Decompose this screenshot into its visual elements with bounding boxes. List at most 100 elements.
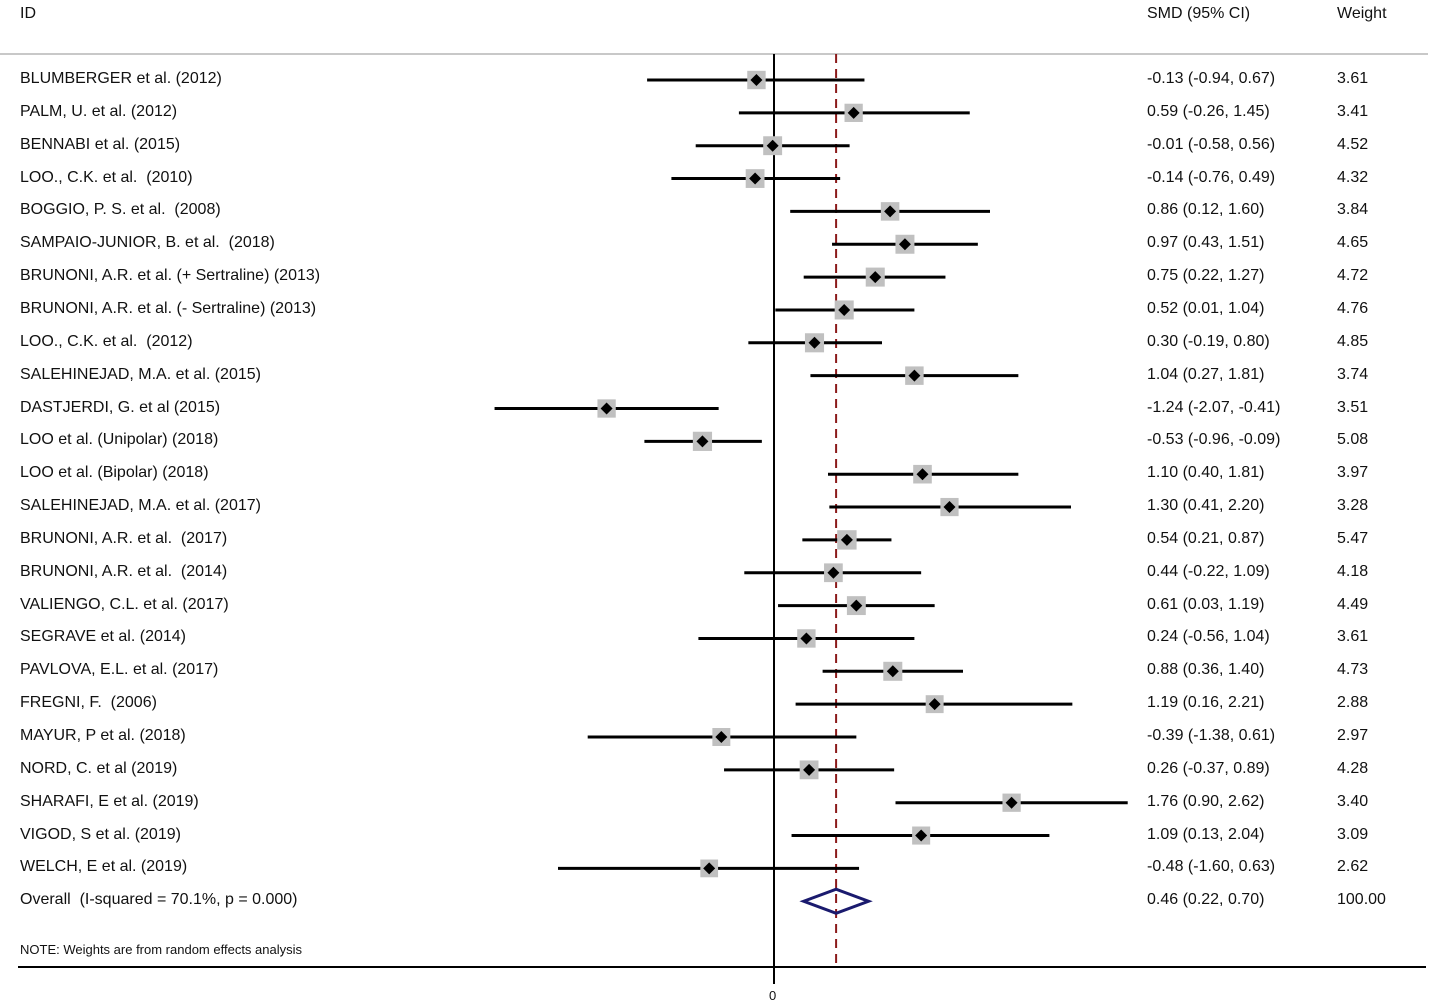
smd-column-header: SMD (95% CI) xyxy=(1147,5,1251,22)
study-label: PAVLOVA, E.L. et al. (2017) xyxy=(20,661,219,679)
study-weight: 2.88 xyxy=(1337,694,1369,712)
study-smd-ci: -0.53 (-0.96, -0.09) xyxy=(1147,431,1281,449)
study-weight: 3.61 xyxy=(1337,70,1369,87)
study-smd-ci: -0.39 (-1.38, 0.61) xyxy=(1147,727,1276,744)
study-smd-ci: 0.52 (0.01, 1.04) xyxy=(1147,299,1265,317)
point-estimate-marker xyxy=(928,698,941,711)
point-estimate-marker xyxy=(766,139,779,152)
study-weight: 3.84 xyxy=(1337,201,1369,219)
study-label: BRUNONI, A.R. et al. (+ Sertraline) (201… xyxy=(20,267,321,285)
study-weight: 2.62 xyxy=(1337,858,1369,876)
study-label: LOO et al. (Bipolar) (2018) xyxy=(20,464,209,482)
study-label: SEGRAVE et al. (2014) xyxy=(20,628,186,646)
point-estimate-marker xyxy=(869,271,882,284)
study-smd-ci: 0.54 (0.21, 0.87) xyxy=(1147,529,1265,547)
study-label: MAYUR, P et al. (2018) xyxy=(20,727,186,744)
study-smd-ci: 0.75 (0.22, 1.27) xyxy=(1147,267,1265,285)
study-smd-ci: 0.59 (-0.26, 1.45) xyxy=(1147,102,1270,120)
point-estimate-marker xyxy=(847,106,860,119)
point-estimate-marker xyxy=(1005,796,1018,809)
study-weight: 3.40 xyxy=(1337,792,1369,810)
study-weight: 4.32 xyxy=(1337,168,1369,186)
point-estimate-marker xyxy=(850,599,863,612)
study-label: BLUMBERGER et al. (2012) xyxy=(20,70,222,87)
study-smd-ci: 0.26 (-0.37, 0.89) xyxy=(1147,759,1270,777)
point-estimate-marker xyxy=(908,369,921,382)
study-label: SHARAFI, E et al. (2019) xyxy=(20,792,199,810)
overall-diamond xyxy=(799,887,873,915)
point-estimate-marker xyxy=(749,172,762,185)
study-smd-ci: 1.09 (0.13, 2.04) xyxy=(1147,825,1265,843)
study-label: BOGGIO, P. S. et al. (2008) xyxy=(20,201,221,219)
point-estimate-marker xyxy=(886,665,899,678)
study-weight: 4.49 xyxy=(1337,595,1369,613)
point-estimate-marker xyxy=(808,336,821,349)
study-label: DASTJERDI, G. et al (2015) xyxy=(20,398,221,416)
study-smd-ci: 0.97 (0.43, 1.51) xyxy=(1147,234,1265,252)
study-smd-ci: -0.01 (-0.58, 0.56) xyxy=(1147,135,1276,153)
study-label: WELCH, E et al. (2019) xyxy=(20,858,188,876)
study-smd-ci: 0.88 (0.36, 1.40) xyxy=(1147,661,1265,679)
study-weight: 3.41 xyxy=(1337,102,1369,120)
study-smd-ci: 1.19 (0.16, 2.21) xyxy=(1147,694,1265,712)
point-estimate-marker xyxy=(884,205,897,218)
study-smd-ci: 0.24 (-0.56, 1.04) xyxy=(1147,628,1270,646)
study-smd-ci: 0.44 (-0.22, 1.09) xyxy=(1147,562,1270,580)
point-estimate-marker xyxy=(696,435,709,448)
study-label: BRUNONI, A.R. et al. (- Sertraline) (201… xyxy=(20,299,317,317)
study-smd-ci: -0.13 (-0.94, 0.67) xyxy=(1147,70,1276,87)
study-weight: 4.18 xyxy=(1337,562,1369,580)
study-weight: 4.28 xyxy=(1337,759,1369,777)
point-estimate-marker xyxy=(750,74,763,86)
point-estimate-marker xyxy=(943,501,956,514)
point-estimate-marker xyxy=(800,632,813,645)
study-weight: 4.76 xyxy=(1337,299,1369,317)
point-estimate-marker xyxy=(715,731,728,743)
point-estimate-marker xyxy=(838,303,851,316)
study-label: LOO., C.K. et al. (2010) xyxy=(20,168,193,186)
study-weight: 4.73 xyxy=(1337,661,1369,679)
study-weight: 4.85 xyxy=(1337,332,1369,350)
id-column-header: ID xyxy=(20,5,36,22)
study-label: BRUNONI, A.R. et al. (2017) xyxy=(20,529,228,547)
study-weight: 3.51 xyxy=(1337,398,1369,416)
point-estimate-marker xyxy=(600,402,613,415)
study-label: LOO et al. (Unipolar) (2018) xyxy=(20,431,219,449)
study-label: BENNABI et al. (2015) xyxy=(20,135,181,153)
study-smd-ci: 0.86 (0.12, 1.60) xyxy=(1147,201,1265,219)
point-estimate-marker xyxy=(703,862,716,875)
study-label: FREGNI, F. (2006) xyxy=(20,694,157,712)
study-label: BRUNONI, A.R. et al. (2014) xyxy=(20,562,228,580)
weight-column-header: Weight xyxy=(1337,5,1387,22)
study-weight: 2.97 xyxy=(1337,727,1369,744)
study-smd-ci: 0.61 (0.03, 1.19) xyxy=(1147,595,1265,613)
study-weight: 3.61 xyxy=(1337,628,1369,646)
study-weight: 5.47 xyxy=(1337,529,1369,547)
study-smd-ci: 1.04 (0.27, 1.81) xyxy=(1147,365,1265,383)
study-smd-ci: -0.48 (-1.60, 0.63) xyxy=(1147,858,1276,876)
overall-weight: 100.00 xyxy=(1337,891,1386,909)
weights-note: NOTE: Weights are from random effects an… xyxy=(20,942,303,957)
study-smd-ci: 1.76 (0.90, 2.62) xyxy=(1147,792,1265,810)
study-label: NORD, C. et al (2019) xyxy=(20,759,178,777)
study-label: SALEHINEJAD, M.A. et al. (2015) xyxy=(20,365,261,383)
point-estimate-marker xyxy=(916,468,929,481)
point-estimate-marker xyxy=(827,566,840,579)
plot-layer xyxy=(494,54,1128,984)
study-smd-ci: 1.10 (0.40, 1.81) xyxy=(1147,464,1265,482)
point-estimate-marker xyxy=(840,533,853,546)
study-weight: 3.74 xyxy=(1337,365,1369,383)
point-estimate-marker xyxy=(898,238,911,251)
study-smd-ci: 1.30 (0.41, 2.20) xyxy=(1147,497,1265,515)
study-weight: 5.08 xyxy=(1337,431,1369,449)
study-label: VIGOD, S et al. (2019) xyxy=(20,825,181,843)
study-smd-ci: -1.24 (-2.07, -0.41) xyxy=(1147,398,1281,416)
study-weight: 3.09 xyxy=(1337,825,1369,843)
study-label: LOO., C.K. et al. (2012) xyxy=(20,332,193,350)
overall-smd-ci: 0.46 (0.22, 0.70) xyxy=(1147,891,1265,909)
study-weight: 4.52 xyxy=(1337,135,1369,153)
axis-tick-label: 0 xyxy=(769,988,777,1003)
study-label: PALM, U. et al. (2012) xyxy=(20,102,178,120)
study-weight: 3.97 xyxy=(1337,464,1369,482)
study-weight: 4.65 xyxy=(1337,234,1369,252)
